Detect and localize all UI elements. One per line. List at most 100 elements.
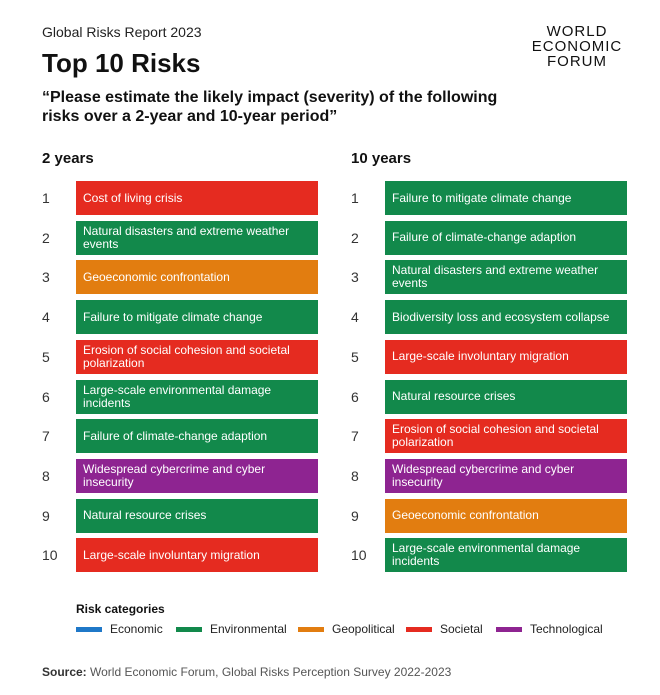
legend-label: Environmental <box>210 622 287 636</box>
logo-line-2: ECONOMIC <box>531 38 623 55</box>
risk-rank: 4 <box>42 309 50 326</box>
legend-item: Economic <box>76 622 163 638</box>
risk-row: 7 Erosion of social cohesion and societal… <box>351 419 631 454</box>
report-name: Global Risks Report 2023 <box>42 24 202 40</box>
risk-row: 2 Natural disasters and extreme weather e… <box>42 220 322 255</box>
risk-bar: Erosion of social cohesion and societal … <box>76 339 318 374</box>
logo-line-1: WORLD <box>546 23 608 40</box>
risk-row: 10 Large-scale involuntary migration <box>42 538 322 573</box>
risk-row: 9 Natural resource crises <box>42 498 322 533</box>
legend-label: Economic <box>110 622 163 636</box>
risk-row: 4 Failure to mitigate climate change <box>42 300 322 335</box>
legend-swatch <box>496 627 522 633</box>
risk-row: 5 Large-scale involuntary migration <box>351 339 631 374</box>
risk-bar: Geoeconomic confrontation <box>385 498 627 533</box>
risk-row: 7 Failure of climate-change adaption <box>42 419 322 454</box>
risk-label: Widespread cybercrime and cyber insecuri… <box>392 461 575 489</box>
risk-bar: Cost of living crisis <box>76 181 318 215</box>
risk-rank: 9 <box>42 507 50 524</box>
risk-label: Natural disasters and extreme weather ev… <box>83 223 290 251</box>
risk-label: Large-scale environmental damage inciden… <box>83 382 272 410</box>
risk-label: Widespread cybercrime and cyber insecuri… <box>83 461 266 489</box>
risk-row: 3 Geoeconomic confrontation <box>42 260 322 295</box>
risk-row: 6 Natural resource crises <box>351 379 631 414</box>
risk-row: 5 Erosion of social cohesion and societal… <box>42 339 322 374</box>
risk-row: 9 Geoeconomic confrontation <box>351 498 631 533</box>
risk-rank: 10 <box>42 547 58 564</box>
source-text: World Economic Forum, Global Risks Perce… <box>86 665 452 679</box>
risk-bar: Geoeconomic confrontation <box>76 260 318 295</box>
risk-label: Natural resource crises <box>83 508 207 523</box>
source-label: Source: <box>42 665 87 679</box>
risk-label: Erosion of social cohesion and societal … <box>392 422 599 450</box>
legend-label: Societal <box>440 622 483 636</box>
risk-bar: Failure to mitigate climate change <box>385 181 627 215</box>
risk-rank: 10 <box>351 547 367 564</box>
legend-title: Risk categories <box>76 602 165 616</box>
risk-label: Erosion of social cohesion and societal … <box>83 342 290 370</box>
risk-rank: 6 <box>351 388 359 405</box>
risk-label: Large-scale involuntary migration <box>83 547 260 562</box>
risk-label: Large-scale environmental damage inciden… <box>392 541 581 569</box>
risk-rank: 1 <box>42 190 50 206</box>
risk-row: 6 Large-scale environmental damage incide… <box>42 379 322 414</box>
risk-label: Biodiversity loss and ecosystem collapse <box>392 309 610 324</box>
risk-row: 2 Failure of climate-change adaption <box>351 220 631 255</box>
risk-bar: Widespread cybercrime and cyber insecuri… <box>76 458 318 493</box>
legend-swatch <box>406 627 432 633</box>
risk-bar: Failure of climate-change adaption <box>385 220 627 255</box>
legend-item: Technological <box>496 622 603 638</box>
legend-item: Societal <box>406 622 483 638</box>
risk-label: Cost of living crisis <box>83 190 183 205</box>
risk-rank: 2 <box>42 229 50 246</box>
risk-row: 8 Widespread cybercrime and cyber insecur… <box>351 458 631 493</box>
risk-row: 4 Biodiversity loss and ecosystem collaps… <box>351 300 631 335</box>
page-title: Top 10 Risks <box>42 48 201 78</box>
risk-bar: Natural resource crises <box>76 498 318 533</box>
legend-item: Geopolitical <box>298 622 395 638</box>
risk-bar: Large-scale involuntary migration <box>385 339 627 374</box>
risk-rank: 4 <box>351 309 359 326</box>
risk-rank: 9 <box>351 507 359 524</box>
risk-rank: 6 <box>42 388 50 405</box>
risk-row: 1 Failure to mitigate climate change <box>351 181 631 215</box>
risk-label: Geoeconomic confrontation <box>83 269 230 284</box>
risk-rank: 3 <box>42 269 50 286</box>
legend-label: Technological <box>530 622 603 636</box>
risk-rank: 3 <box>351 269 359 286</box>
risk-bar: Large-scale involuntary migration <box>76 538 318 573</box>
legend-swatch <box>298 627 324 633</box>
survey-question: “Please estimate the likely impact (seve… <box>42 89 498 125</box>
risk-label: Failure to mitigate climate change <box>83 309 263 324</box>
legend-swatch <box>176 627 202 633</box>
risk-rank: 8 <box>42 467 50 484</box>
risk-row: 10 Large-scale environmental damage incid… <box>351 538 631 573</box>
legend-swatch <box>76 627 102 633</box>
risk-label: Failure of climate-change adaption <box>392 230 577 245</box>
risk-rank: 5 <box>351 348 359 365</box>
risk-bar: Biodiversity loss and ecosystem collapse <box>385 300 627 335</box>
risk-bar: Erosion of social cohesion and societal … <box>385 419 627 454</box>
risk-bar: Natural disasters and extreme weather ev… <box>76 220 318 255</box>
risk-bar: Failure to mitigate climate change <box>76 300 318 335</box>
risk-bar: Widespread cybercrime and cyber insecuri… <box>385 458 627 493</box>
risk-label: Large-scale involuntary migration <box>392 349 569 364</box>
legend-label: Geopolitical <box>332 622 395 636</box>
risk-label: Natural resource crises <box>392 389 516 403</box>
risk-row: 8 Widespread cybercrime and cyber insecur… <box>42 458 322 493</box>
risk-rank: 1 <box>351 190 359 206</box>
risk-bar: Large-scale environmental damage inciden… <box>76 379 318 414</box>
risk-rank: 2 <box>351 229 359 246</box>
risk-rank: 5 <box>42 348 50 365</box>
risk-bar: Natural resource crises <box>385 379 627 414</box>
risk-bar: Large-scale environmental damage inciden… <box>385 538 627 573</box>
risk-row: 3 Natural disasters and extreme weather e… <box>351 260 631 295</box>
risk-rank: 8 <box>351 467 359 484</box>
risk-bar: Failure of climate-change adaption <box>76 419 318 454</box>
risk-rank: 7 <box>351 428 359 445</box>
source-note: Source: World Economic Forum, Global Ris… <box>42 665 451 679</box>
risk-label: Natural disasters and extreme weather ev… <box>392 263 599 291</box>
risk-label: Failure to mitigate climate change <box>392 190 572 205</box>
risk-row: 1 Cost of living crisis <box>42 181 322 215</box>
column-heading-10-years: 10 years <box>351 150 412 167</box>
